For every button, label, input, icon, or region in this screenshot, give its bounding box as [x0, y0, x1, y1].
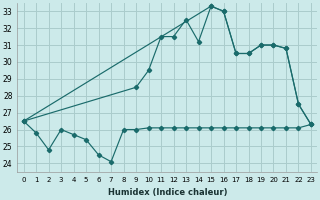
X-axis label: Humidex (Indice chaleur): Humidex (Indice chaleur) — [108, 188, 227, 197]
